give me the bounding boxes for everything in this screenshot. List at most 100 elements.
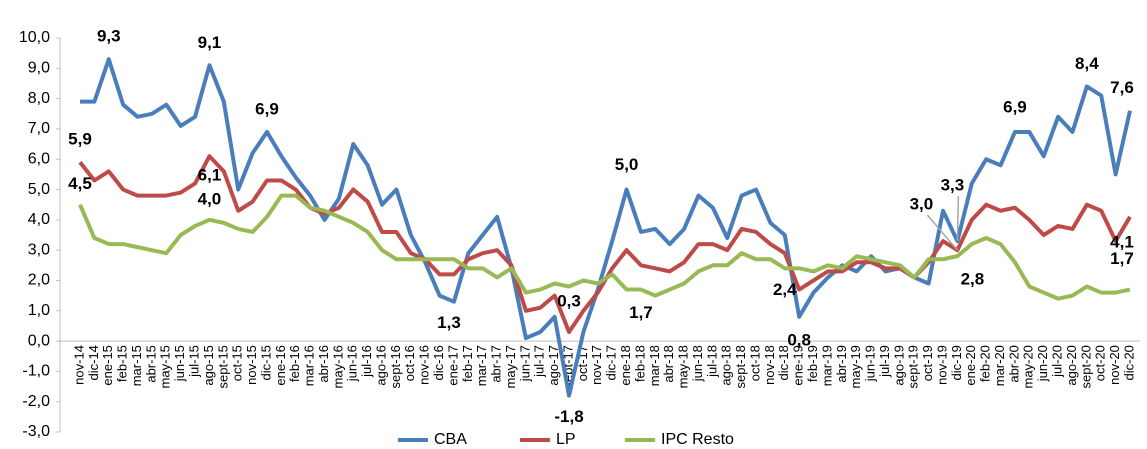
- x-tick-label: nov-17: [589, 345, 604, 385]
- data-label: -1,8: [554, 407, 583, 426]
- x-tick-label: jul-15: [187, 345, 202, 378]
- callout-line: [926, 214, 958, 251]
- x-tick-label: oct-19: [920, 345, 935, 381]
- x-tick-label: oct-18: [747, 345, 762, 381]
- y-tick-label: 8,0: [28, 90, 50, 107]
- data-label: 9,1: [198, 33, 222, 52]
- x-tick-label: ago-19: [891, 345, 906, 385]
- x-tick-label: ago-16: [373, 345, 388, 385]
- x-tick-label: nov-14: [71, 345, 86, 385]
- legend-label: CBA: [434, 431, 467, 448]
- data-label: 2,4: [773, 280, 797, 299]
- data-label: 0,8: [787, 330, 811, 349]
- x-tick-label: feb-18: [632, 345, 647, 382]
- y-tick-label: 0,0: [28, 332, 50, 349]
- x-tick-label: mar-17: [474, 345, 489, 386]
- data-label: 7,6: [1110, 78, 1134, 97]
- x-tick-label: may-17: [503, 345, 518, 388]
- x-tick-label: jun-17: [517, 345, 532, 382]
- x-tick-label: nov-19: [934, 345, 949, 385]
- x-tick-label: feb-17: [460, 345, 475, 382]
- x-tick-label: oct-16: [402, 345, 417, 381]
- x-tick-label: abr-20: [1006, 345, 1021, 383]
- x-tick-label: jul-17: [532, 345, 547, 378]
- x-tick-label: jul-16: [359, 345, 374, 378]
- x-tick-label: ene-15: [100, 345, 115, 385]
- x-tick-label: feb-19: [805, 345, 820, 382]
- data-label: 6,9: [255, 99, 279, 118]
- x-tick-label: sept-15: [215, 345, 230, 388]
- x-tick-label: ene-20: [963, 345, 978, 385]
- y-tick-label: -3,0: [22, 423, 50, 440]
- data-label: 1,7: [1110, 249, 1134, 268]
- x-tick-label: dic-18: [776, 345, 791, 380]
- x-tick-label: mar-16: [302, 345, 317, 386]
- y-tick-label: 9,0: [28, 60, 50, 77]
- x-tick-label: feb-15: [115, 345, 130, 382]
- x-tick-label: mar-15: [129, 345, 144, 386]
- x-tick-label: may-15: [158, 345, 173, 388]
- legend-label: IPC Resto: [661, 431, 734, 448]
- x-tick-label: feb-16: [287, 345, 302, 382]
- series-line: [80, 57, 1132, 398]
- x-tick-label: ene-18: [618, 345, 633, 385]
- data-label: 6,1: [198, 166, 222, 185]
- y-tick-label: -1,0: [22, 363, 50, 380]
- x-tick-label: feb-20: [978, 345, 993, 382]
- x-tick-label: sept-19: [906, 345, 921, 388]
- x-tick-label: may-16: [330, 345, 345, 388]
- x-tick-label: sept-20: [1078, 345, 1093, 388]
- data-label: 0,3: [557, 291, 581, 310]
- x-tick-label: abr-15: [143, 345, 158, 383]
- data-label: 4,0: [198, 189, 222, 208]
- x-tick-label: dic-19: [949, 345, 964, 380]
- x-tick-label: jul-19: [877, 345, 892, 378]
- x-tick-label: abr-17: [489, 345, 504, 383]
- x-tick-label: abr-18: [661, 345, 676, 383]
- x-tick-label: nov-16: [417, 345, 432, 385]
- data-label: 3,0: [910, 195, 934, 214]
- data-label: 5,0: [615, 155, 639, 174]
- x-tick-label: mar-18: [647, 345, 662, 386]
- x-tick-label: jun-15: [172, 345, 187, 382]
- y-tick-label: 2,0: [28, 272, 50, 289]
- y-tick-label: 6,0: [28, 150, 50, 167]
- data-label: 1,7: [629, 303, 653, 322]
- x-tick-label: jul-20: [1050, 345, 1065, 378]
- y-tick-label: 4,0: [28, 211, 50, 228]
- legend-label: LP: [556, 431, 576, 448]
- y-tick-label: 10,0: [19, 29, 50, 46]
- x-tick-label: sept-18: [733, 345, 748, 388]
- x-tick-label: nov-20: [1107, 345, 1122, 385]
- x-tick-label: may-20: [1021, 345, 1036, 388]
- x-tick-label: oct-20: [1093, 345, 1108, 381]
- data-label: 6,9: [1003, 97, 1027, 116]
- y-tick-label: 5,0: [28, 181, 50, 198]
- data-label: 3,3: [941, 176, 965, 195]
- x-tick-label: abr-19: [834, 345, 849, 383]
- x-tick-label: may-18: [676, 345, 691, 388]
- x-tick-label: jul-18: [704, 345, 719, 378]
- data-label: 4,5: [68, 174, 92, 193]
- x-tick-label: jun-16: [345, 345, 360, 382]
- data-label: 2,8: [961, 270, 985, 289]
- x-tick-label: nov-15: [244, 345, 259, 385]
- series-line: [78, 193, 1131, 301]
- x-tick-label: sept-16: [388, 345, 403, 388]
- x-tick-label: dic-14: [86, 345, 101, 380]
- x-tick-label: ago-18: [719, 345, 734, 385]
- x-tick-label: dic-16: [431, 345, 446, 380]
- x-tick-label: ago-17: [546, 345, 561, 385]
- x-tick-label: dic-17: [604, 345, 619, 380]
- x-tick-label: dic-20: [1121, 345, 1136, 380]
- x-tick-label: may-19: [848, 345, 863, 388]
- x-tick-label: abr-16: [316, 345, 331, 383]
- x-tick-label: oct-15: [230, 345, 245, 381]
- y-tick-label: -2,0: [22, 393, 50, 410]
- x-tick-label: mar-19: [819, 345, 834, 386]
- y-tick-label: 3,0: [28, 241, 50, 258]
- x-tick-label: jun-19: [863, 345, 878, 382]
- x-tick-label: jun-18: [690, 345, 705, 382]
- callout-line: [956, 196, 960, 242]
